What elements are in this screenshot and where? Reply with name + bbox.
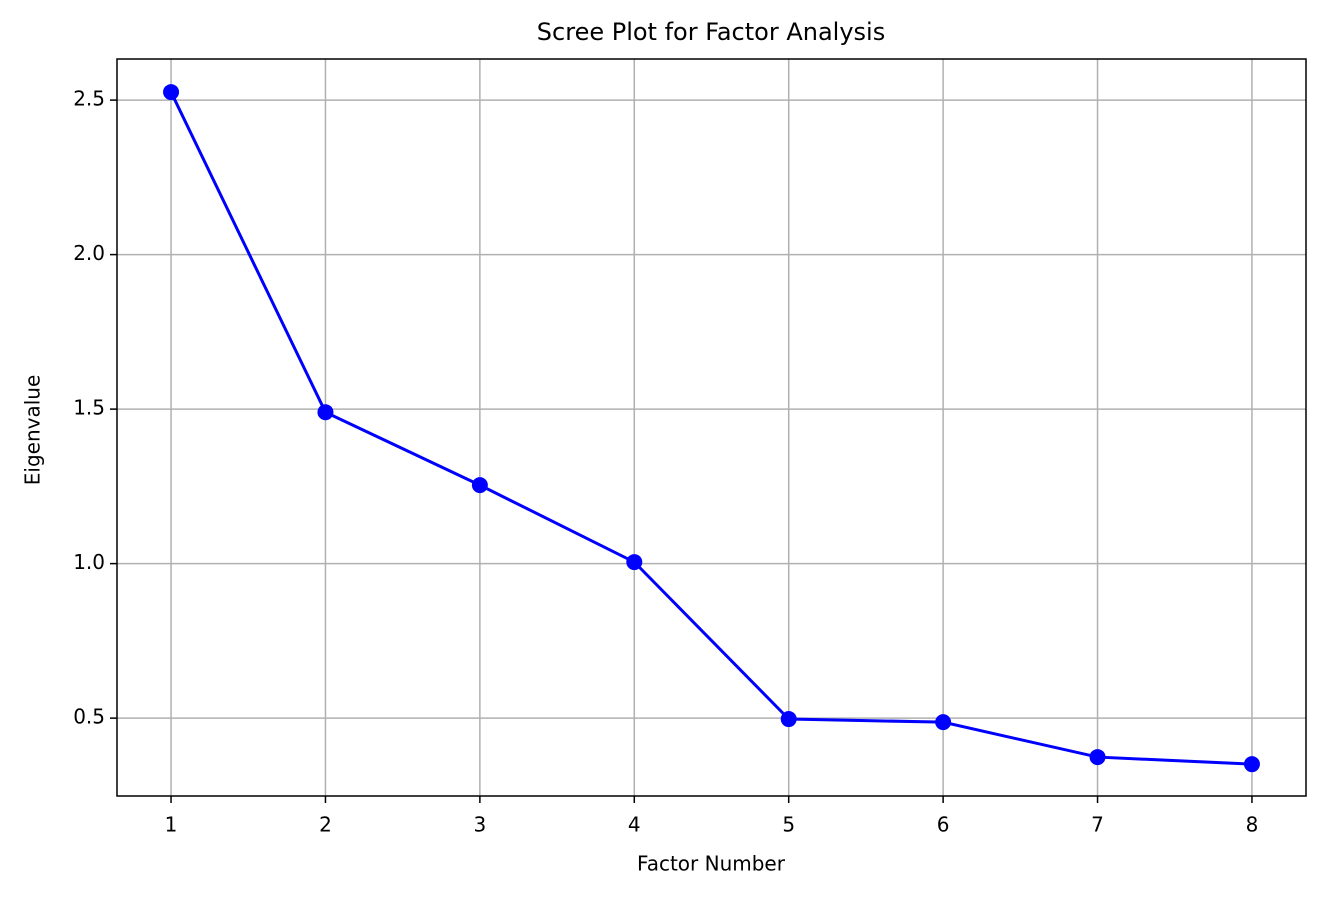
x-tick-label: 2 — [319, 813, 332, 837]
x-tick-label: 1 — [165, 813, 178, 837]
marker — [626, 554, 643, 571]
x-tick-label: 5 — [782, 813, 795, 837]
y-axis-label: Eigenvalue — [21, 375, 45, 486]
marker — [1089, 749, 1106, 766]
marker — [780, 711, 797, 728]
x-tick-label: 4 — [628, 813, 641, 837]
y-tick-label: 2.5 — [73, 87, 105, 111]
marker — [471, 477, 488, 494]
marker — [163, 84, 180, 101]
x-tick-label: 3 — [474, 813, 487, 837]
marker — [935, 714, 952, 731]
marker — [317, 404, 334, 421]
x-axis-label: Factor Number — [637, 852, 786, 876]
x-tick-label: 7 — [1091, 813, 1104, 837]
x-tick-label: 8 — [1246, 813, 1259, 837]
y-tick-label: 2.0 — [73, 241, 105, 265]
line — [169, 91, 1253, 766]
marker — [1243, 756, 1260, 773]
y-tick-label: 0.5 — [73, 705, 105, 729]
y-tick-label: 1.0 — [73, 550, 105, 574]
y-tick-label: 1.5 — [73, 396, 105, 420]
x-tick-label: 6 — [937, 813, 950, 837]
chart-title: Scree Plot for Factor Analysis — [537, 18, 885, 46]
plot-frame — [116, 58, 1307, 797]
